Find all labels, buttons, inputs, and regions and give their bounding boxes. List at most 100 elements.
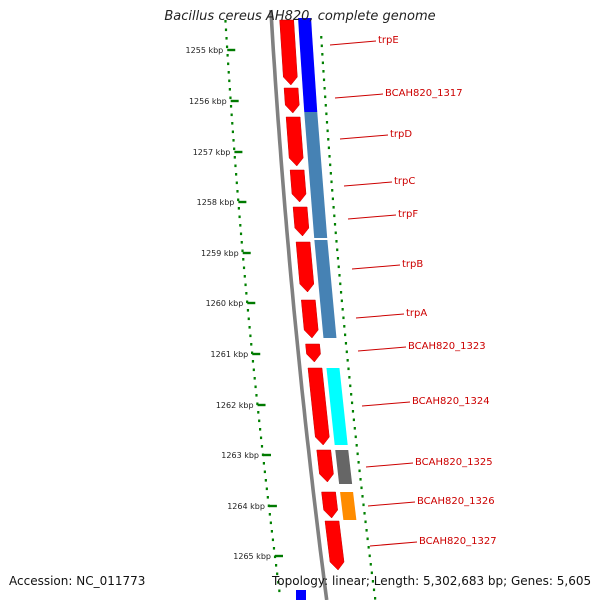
ruler-dot [246, 309, 250, 312]
ruler-dot [278, 589, 281, 593]
gene-label: trpA [406, 308, 427, 319]
ruler-dot [270, 530, 273, 533]
gene-label: BCAH820_1325 [415, 457, 493, 468]
ruler-dot [242, 258, 245, 261]
ruler-dot [369, 563, 372, 566]
blast-hit-track [298, 18, 357, 520]
ruler-dot [231, 130, 234, 134]
hit-block [304, 112, 328, 238]
backbone [269, 9, 329, 600]
ruler-dot [224, 20, 227, 23]
ruler-dot [253, 377, 256, 380]
gene-label: trpD [390, 129, 412, 140]
kbp-label: 1264 kbp [227, 502, 265, 511]
gene-label: BCAH820_1326 [417, 496, 495, 507]
ruler-dot [343, 325, 346, 328]
ruler-dot [348, 376, 351, 379]
gene-label: BCAH820_1323 [408, 341, 486, 352]
ruler-dot [349, 384, 352, 388]
ruler-dot [328, 155, 331, 158]
ruler-dot [236, 190, 239, 193]
ruler-dot [327, 146, 330, 150]
ruler-dot [276, 572, 279, 576]
ruler-dot [227, 71, 230, 74]
ruler-dot [240, 241, 243, 244]
ruler-dot [336, 257, 340, 260]
ruler-dot [272, 547, 276, 550]
ruler-dot [360, 486, 363, 490]
ruler-dot [266, 496, 269, 499]
ruler-dot [355, 444, 358, 447]
ruler-dot [364, 520, 367, 524]
gene-label: trpB [402, 259, 423, 270]
ruler-dot [229, 105, 233, 108]
kbp-label: 1262 kbp [216, 401, 254, 410]
ruler-dot [257, 411, 260, 414]
gene-leader-line [329, 40, 377, 46]
ruler-dot [339, 291, 343, 294]
ruler-dot [359, 478, 362, 481]
ruler-dot [334, 231, 337, 235]
kbp-label: 1260 kbp [206, 299, 244, 308]
ruler-dot [258, 419, 261, 423]
map-title: Bacillus cereus AH820, complete genome [164, 9, 436, 24]
ruler-dot [344, 333, 347, 337]
ruler-dot [252, 368, 255, 372]
ruler-dot [241, 249, 244, 253]
ruler-dot [320, 36, 323, 39]
ruler-dot [233, 147, 236, 151]
ruler-dot [261, 453, 265, 457]
ruler-dot [320, 44, 323, 48]
ruler-dot [337, 265, 340, 269]
cds-arrow [321, 491, 338, 519]
gene-label: trpF [398, 209, 418, 220]
kbp-label: 1261 kbp [211, 350, 249, 359]
ruler-dot [350, 401, 354, 405]
cds-arrow [283, 87, 300, 114]
kbp-label: 1265 kbp [233, 552, 271, 561]
gene-leader-line [355, 313, 405, 319]
gene-leader-line [351, 264, 401, 270]
ruler-dot [323, 87, 326, 90]
ruler-dot [372, 588, 376, 592]
ruler-dot [333, 223, 337, 226]
ruler-dot [232, 139, 235, 142]
cds-arrow [289, 169, 307, 203]
ruler-dot [347, 367, 350, 371]
kbp-label: 1258 kbp [197, 198, 235, 207]
ruler-dot [267, 504, 270, 508]
ruler-dot [329, 172, 332, 175]
track-end-marker [296, 590, 306, 600]
ruler-dot [342, 316, 345, 320]
gene-labels: trpE BCAH820_1317 trpD trpC trpF trpB trpA BCAH… [329, 35, 497, 547]
ruler-dot [350, 393, 353, 396]
hit-block [314, 240, 337, 338]
gene-label: BCAH820_1327 [419, 536, 497, 547]
gene-leader-line [347, 214, 397, 220]
ruler-dot [227, 62, 230, 66]
ruler-dot [321, 53, 324, 56]
hit-block [326, 368, 348, 445]
ruler-dot [239, 224, 242, 227]
ruler-dot [246, 300, 249, 304]
ruler-dot [274, 564, 278, 567]
ruler-dot [329, 163, 332, 167]
kbp-label: 1257 kbp [193, 148, 231, 157]
gene-leader-line [365, 462, 414, 468]
gene-label: trpE [378, 35, 399, 46]
ruler-dot [324, 95, 327, 99]
ruler-dot [225, 45, 229, 49]
ruler-dot [228, 88, 231, 91]
cds-arrow [279, 19, 298, 86]
hit-block [340, 492, 357, 520]
gene-label: trpC [394, 176, 415, 187]
kbp-label: 1263 kbp [221, 451, 259, 460]
ruler-dot [333, 214, 336, 218]
ruler-dot [357, 461, 360, 464]
ruler-dot [230, 113, 233, 117]
ruler-dot [362, 503, 365, 507]
ruler-dot [322, 78, 326, 82]
ruler-dot [331, 189, 334, 192]
ruler-dot [353, 427, 356, 430]
